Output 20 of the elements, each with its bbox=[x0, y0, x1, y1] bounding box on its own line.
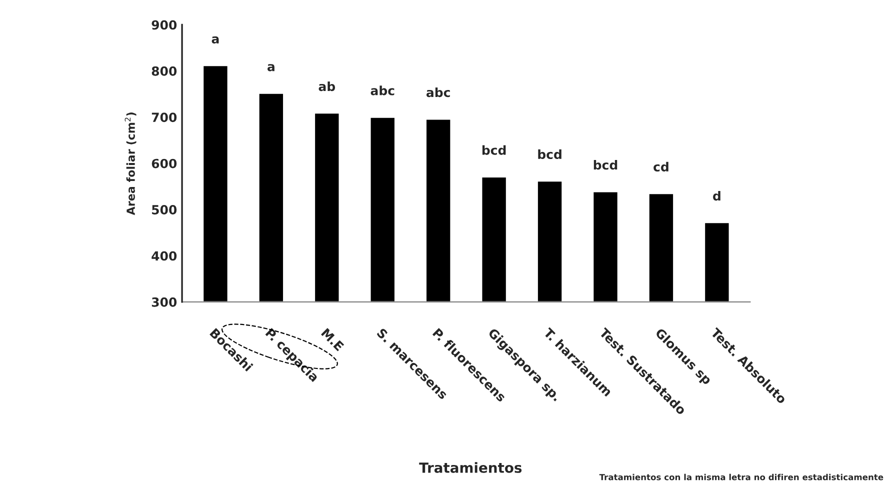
annotation: ab bbox=[318, 81, 336, 92]
annotation: abc bbox=[370, 86, 394, 96]
annotation: bcd bbox=[482, 145, 506, 155]
y-tick-label: 900 bbox=[152, 20, 177, 30]
annotation: abc bbox=[426, 87, 450, 98]
annotation: a bbox=[212, 36, 219, 44]
x-axis-title: Tratamientos bbox=[419, 462, 522, 473]
y-tick-label: 400 bbox=[152, 251, 177, 261]
text: Tratamientos con la misma letra no difiren estadisticamente bbox=[599, 474, 884, 480]
y-tick-label: 800 bbox=[152, 66, 177, 76]
y-tick-label: 700 bbox=[152, 112, 177, 122]
annotation: bcd bbox=[538, 149, 562, 160]
y-tick-label: 500 bbox=[152, 205, 177, 214]
y-tick-label: 300 bbox=[152, 297, 177, 307]
annotation: d bbox=[713, 190, 720, 201]
annotation: bcd bbox=[594, 160, 618, 170]
annotation: cd bbox=[654, 162, 668, 172]
annotation: a bbox=[268, 64, 274, 72]
y-tick-label: 600 bbox=[152, 158, 177, 168]
y-axis-title: Area foliar (cm$^{2}$) bbox=[124, 112, 136, 216]
